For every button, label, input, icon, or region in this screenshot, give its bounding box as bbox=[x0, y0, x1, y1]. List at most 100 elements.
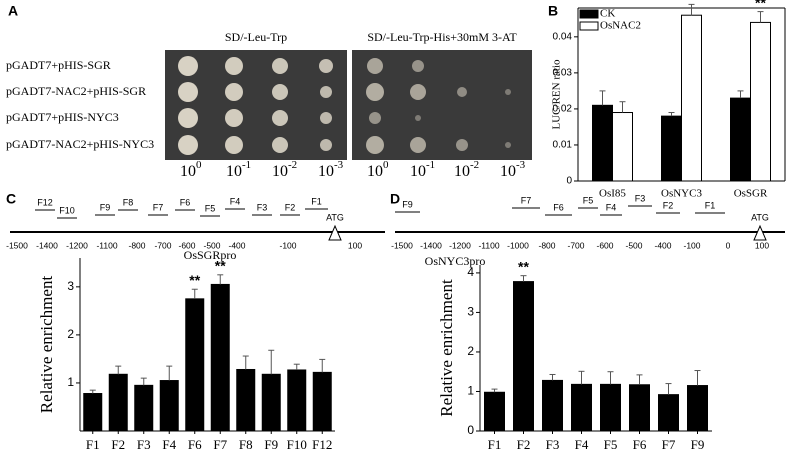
position-label: -700 bbox=[567, 240, 584, 250]
dilution-label: 10-1 bbox=[410, 159, 435, 180]
colony bbox=[415, 115, 421, 121]
fragment-label: F8 bbox=[123, 197, 134, 207]
x-tick-label: OsNYC3 bbox=[661, 188, 702, 200]
x-tick-label: F8 bbox=[239, 437, 253, 452]
fragment-label: F2 bbox=[663, 200, 674, 210]
bar bbox=[108, 373, 128, 432]
colony bbox=[505, 89, 511, 95]
fragment-label: F3 bbox=[257, 202, 268, 212]
y-tick-label: 1 bbox=[467, 384, 474, 398]
error-bar bbox=[578, 370, 585, 385]
error-bar bbox=[665, 383, 672, 395]
dilution-exponent: -1 bbox=[242, 159, 251, 171]
colony bbox=[505, 142, 511, 148]
start-codon-label: ATG bbox=[326, 212, 344, 222]
error-bar bbox=[757, 11, 764, 23]
start-codon-marker bbox=[753, 224, 767, 241]
position-label: -1100 bbox=[478, 240, 499, 250]
y-tick-label: 2 bbox=[467, 344, 474, 358]
bar bbox=[484, 391, 505, 432]
position-label: -1500 bbox=[391, 240, 413, 250]
fragment-label: F2 bbox=[285, 202, 296, 212]
x-tick-label: F6 bbox=[188, 437, 202, 452]
dilution-base: 10 bbox=[180, 163, 196, 180]
error-bar bbox=[191, 288, 198, 299]
significance-label: ** bbox=[686, 0, 697, 3]
dilution-base: 10 bbox=[226, 163, 242, 180]
position-label: -700 bbox=[154, 240, 171, 250]
x-tick-label: F3 bbox=[546, 437, 560, 452]
position-label: -800 bbox=[128, 240, 145, 250]
promoter-title: OsSGRpro bbox=[184, 248, 237, 262]
colony bbox=[272, 58, 288, 74]
bar bbox=[513, 281, 534, 432]
significance-label: ** bbox=[189, 272, 200, 288]
bar bbox=[658, 394, 679, 432]
position-label: -1000 bbox=[507, 240, 529, 250]
dilution-exponent: -2 bbox=[288, 159, 297, 171]
colony bbox=[410, 137, 426, 153]
position-label: -1200 bbox=[66, 240, 88, 250]
error-bar bbox=[268, 349, 275, 375]
colony bbox=[272, 137, 288, 153]
x-tick-label: F10 bbox=[287, 437, 307, 452]
dilution-base: 10 bbox=[318, 163, 334, 180]
y-tick-label: 0.01 bbox=[553, 140, 573, 151]
condition-title: SD/-Leu-Trp bbox=[225, 30, 287, 44]
error-bar bbox=[668, 112, 675, 117]
dilution-label: 10-2 bbox=[454, 159, 479, 180]
dilution-label: 100 bbox=[180, 159, 202, 180]
position-label: -1400 bbox=[420, 240, 442, 250]
y-tick-label: 0 bbox=[566, 176, 572, 187]
dilution-exponent: -1 bbox=[426, 159, 435, 171]
fragment-label: F1 bbox=[311, 196, 322, 206]
error-bar bbox=[491, 388, 498, 393]
error-bar bbox=[217, 274, 224, 285]
bar bbox=[236, 368, 256, 432]
x-tick-label: F1 bbox=[488, 437, 502, 452]
dilution-label: 10-1 bbox=[226, 159, 251, 180]
fragment-label: F6 bbox=[180, 197, 191, 207]
significance-label: ** bbox=[215, 258, 226, 274]
legend-label: CK bbox=[600, 8, 615, 20]
colony bbox=[369, 112, 381, 124]
position-label: -600 bbox=[596, 240, 613, 250]
start-codon-marker bbox=[328, 224, 342, 241]
significance-label: ** bbox=[518, 258, 529, 274]
colony bbox=[320, 139, 332, 151]
colony bbox=[410, 84, 426, 100]
colony bbox=[456, 139, 468, 151]
fragment-label: F7 bbox=[153, 202, 164, 212]
colony bbox=[457, 87, 467, 97]
x-tick-label: F2 bbox=[517, 437, 531, 452]
dilution-base: 10 bbox=[454, 163, 470, 180]
bar bbox=[629, 384, 650, 432]
colony bbox=[367, 58, 383, 74]
x-tick-label: F3 bbox=[137, 437, 151, 452]
dilution-base: 10 bbox=[500, 163, 516, 180]
y-tick-label: 3 bbox=[67, 279, 74, 293]
error-bar bbox=[520, 275, 527, 282]
y-axis-label: Relative enrichment bbox=[37, 276, 56, 414]
fragment-label: F7 bbox=[521, 195, 532, 205]
x-tick-label: F2 bbox=[111, 437, 125, 452]
dilution-exponent: -3 bbox=[516, 159, 526, 171]
x-tick-label: F9 bbox=[264, 437, 278, 452]
fragment-label: F10 bbox=[59, 205, 75, 215]
dilution-base: 10 bbox=[272, 163, 288, 180]
y-axis-label: LUC/REN ratio bbox=[551, 59, 563, 129]
bar bbox=[159, 380, 179, 432]
y-tick-label: 1 bbox=[67, 375, 74, 389]
colony bbox=[178, 82, 198, 102]
dilution-exponent: -3 bbox=[334, 159, 344, 171]
error-bar bbox=[599, 90, 606, 106]
bar bbox=[612, 112, 633, 182]
panel-label: C bbox=[6, 191, 16, 207]
colony bbox=[225, 109, 243, 127]
fragment-label: F1 bbox=[705, 200, 716, 210]
error-bar bbox=[549, 373, 556, 381]
dilution-base: 10 bbox=[367, 163, 383, 180]
fragment-label: F5 bbox=[205, 203, 216, 213]
position-label: -500 bbox=[625, 240, 642, 250]
x-tick-label: F4 bbox=[575, 437, 589, 452]
